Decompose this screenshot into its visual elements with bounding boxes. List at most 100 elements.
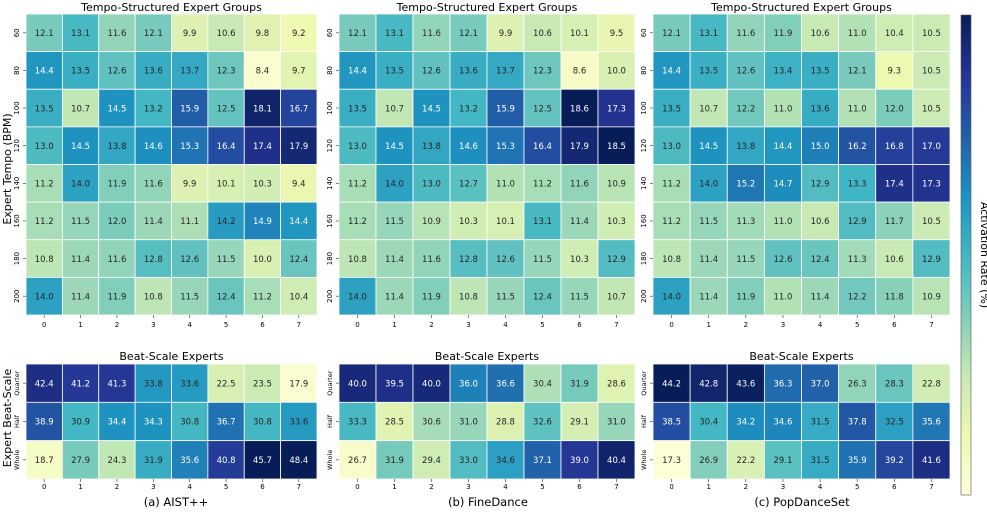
cell-label: 11.4: [699, 292, 718, 302]
cell-label: 35.6: [180, 456, 199, 466]
cell-label: 11.4: [71, 292, 90, 302]
caption-a: (a) AIST++: [144, 495, 209, 509]
cell-label: 10.8: [348, 255, 367, 265]
cell-label: 16.8: [885, 142, 904, 152]
cell-label: 33.6: [180, 379, 199, 389]
heatmap-cell: [875, 239, 914, 278]
cell-label: 29.1: [773, 456, 792, 466]
cell-label: 11.9: [773, 29, 792, 39]
cell-label: 12.3: [217, 67, 236, 77]
heatmap-cell: [801, 13, 840, 53]
cell-label: 31.5: [811, 456, 830, 466]
cell-label: 9.3: [888, 67, 902, 77]
y-tick-label: Whole: [326, 450, 334, 470]
cell-label: 18.1: [253, 104, 272, 114]
cell-label: 37.1: [533, 456, 552, 466]
heatmap-cell: [449, 88, 488, 128]
heatmap-cell: [486, 440, 525, 480]
x-tick-label: 0: [355, 483, 359, 491]
heatmap-cell: [207, 88, 245, 128]
heatmap-cell: [134, 164, 172, 203]
cell-label: 37.0: [811, 379, 830, 389]
heatmap-cell: [449, 276, 488, 316]
cell-label: 43.6: [736, 379, 755, 389]
heatmap-cell: [838, 164, 877, 203]
cell-label: 11.6: [107, 255, 126, 265]
cell-label: 12.0: [885, 104, 904, 114]
cell-label: 10.8: [662, 255, 681, 265]
cell-label: 9.4: [292, 180, 306, 190]
cell-label: 14.7: [773, 180, 792, 190]
cell-label: 29.1: [570, 418, 589, 428]
y-tick-label: Half: [640, 414, 648, 428]
cell-label: 26.7: [348, 456, 367, 466]
heatmap-cell: [560, 363, 599, 403]
cell-label: 14.0: [699, 180, 718, 190]
heatmap-cell: [375, 126, 414, 165]
cell-label: 13.1: [71, 29, 90, 39]
heatmap-cell: [726, 239, 765, 278]
heatmap-cell: [375, 363, 414, 403]
y-tick-label: Quarter: [326, 370, 334, 395]
heatmap-cell: [25, 13, 63, 53]
heatmap-cell: [243, 363, 282, 403]
cell-label: 40.8: [217, 456, 236, 466]
heatmap-cell: [375, 201, 414, 241]
heatmap-cell: [243, 239, 282, 278]
heatmap-cell: [338, 126, 377, 165]
heatmap-cell: [560, 88, 599, 128]
cell-label: 37.8: [848, 418, 867, 428]
cell-label: 13.1: [699, 29, 718, 39]
heatmap-cell: [726, 51, 765, 90]
heatmap-cell: [171, 276, 209, 316]
heatmap-cell: [486, 51, 525, 90]
y-tick-label: Quarter: [640, 370, 648, 395]
heatmap-cell: [61, 201, 100, 241]
cell-label: 13.0: [422, 180, 441, 190]
heatmap-cell: [243, 88, 282, 128]
heatmap-cell: [652, 88, 691, 128]
heatmap-cell: [652, 363, 691, 403]
heatmap-cell: [597, 363, 636, 403]
heatmap-cell: [726, 88, 765, 128]
cell-label: 36.0: [459, 379, 478, 389]
y-tick-label: 140: [326, 177, 334, 190]
cell-label: 17.9: [570, 142, 589, 152]
cell-label: 11.6: [570, 180, 589, 190]
cell-label: 10.5: [922, 217, 941, 227]
y-tick-label: 60: [640, 28, 648, 37]
cell-label: 11.4: [811, 292, 830, 302]
y-tick-label: Whole: [13, 450, 21, 470]
heatmap-cell: [207, 363, 245, 403]
cell-label: 17.0: [922, 142, 941, 152]
heatmap-cell: [652, 13, 691, 53]
cell-label: 14.0: [35, 292, 54, 302]
cell-label: 12.3: [533, 67, 552, 77]
heatmap-cell: [560, 239, 599, 278]
heatmap-cell: [61, 440, 100, 480]
cell-label: 14.0: [71, 180, 90, 190]
cell-label: 14.5: [71, 142, 90, 152]
cell-label: 10.6: [885, 255, 904, 265]
cell-label: 34.6: [773, 418, 792, 428]
cell-label: 10.3: [607, 217, 626, 227]
cell-label: 12.4: [533, 292, 552, 302]
x-tick-label: 1: [392, 483, 396, 491]
cell-label: 33.6: [289, 418, 308, 428]
x-tick-label: 3: [781, 483, 785, 491]
x-tick-label: 3: [466, 483, 470, 491]
cell-label: 17.3: [607, 104, 626, 114]
heatmap-cell: [875, 164, 914, 203]
panel-title: Tempo-Structured Expert Groups: [396, 1, 578, 14]
cell-label: 11.6: [736, 29, 755, 39]
y-tick-label: 100: [326, 101, 334, 114]
cell-label: 30.8: [180, 418, 199, 428]
heatmap-cell: [912, 363, 951, 403]
cell-label: 36.3: [773, 379, 792, 389]
heatmap-cell: [61, 13, 100, 53]
cell-label: 11.4: [570, 217, 589, 227]
cell-label: 12.7: [459, 180, 478, 190]
heatmap-cell: [98, 88, 136, 128]
